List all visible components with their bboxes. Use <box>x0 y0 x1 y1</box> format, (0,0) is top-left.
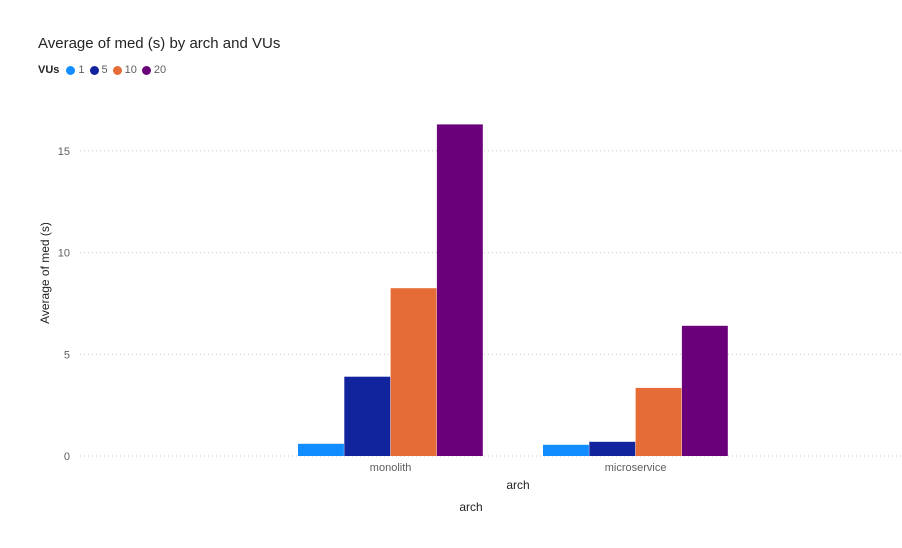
y-tick-label: 0 <box>64 451 70 463</box>
legend-item-vus-1[interactable]: 1 <box>66 64 85 76</box>
bar-monolith-vus-1[interactable] <box>298 443 344 456</box>
legend-title: VUs <box>38 64 60 76</box>
legend-label: 10 <box>124 64 137 76</box>
legend-item-vus-20[interactable]: 20 <box>141 64 167 76</box>
y-tick-label: 5 <box>64 349 70 361</box>
legend-label: 1 <box>78 64 85 76</box>
chart-title: Average of med (s) by arch and VUs <box>38 35 281 52</box>
x-axis-title-secondary: arch <box>459 500 482 514</box>
x-tick-label-monolith: monolith <box>370 462 412 474</box>
y-axis-title: Average of med (s) <box>38 222 52 324</box>
bar-microservice-vus-20[interactable] <box>681 325 728 456</box>
bar-microservice-vus-1[interactable] <box>543 444 589 456</box>
bar-monolith-vus-10[interactable] <box>390 288 437 456</box>
legend-dot-icon <box>89 65 99 75</box>
legend: VUs 1 5 10 20 <box>38 63 171 77</box>
legend-dot-icon <box>66 65 76 75</box>
x-tick-label-microservice: microservice <box>605 462 667 474</box>
bar-monolith-vus-20[interactable] <box>436 124 483 457</box>
legend-item-vus-10[interactable]: 10 <box>112 64 137 76</box>
gridlines <box>80 150 902 457</box>
legend-dot-icon <box>141 65 151 75</box>
bar-microservice-vus-10[interactable] <box>635 387 682 456</box>
bar-monolith-vus-5[interactable] <box>344 376 391 456</box>
y-tick-label: 10 <box>58 248 70 260</box>
legend-dot-icon <box>112 65 122 75</box>
bars <box>298 124 728 457</box>
y-tick-label: 15 <box>58 146 70 158</box>
legend-label: 5 <box>101 64 108 76</box>
legend-label: 20 <box>153 64 167 76</box>
bar-microservice-vus-5[interactable] <box>589 441 636 456</box>
legend-item-vus-5[interactable]: 5 <box>89 64 108 76</box>
tick-labels: 0 5 10 15 monolith microservice <box>58 146 667 474</box>
x-axis-title: arch <box>506 478 529 492</box>
